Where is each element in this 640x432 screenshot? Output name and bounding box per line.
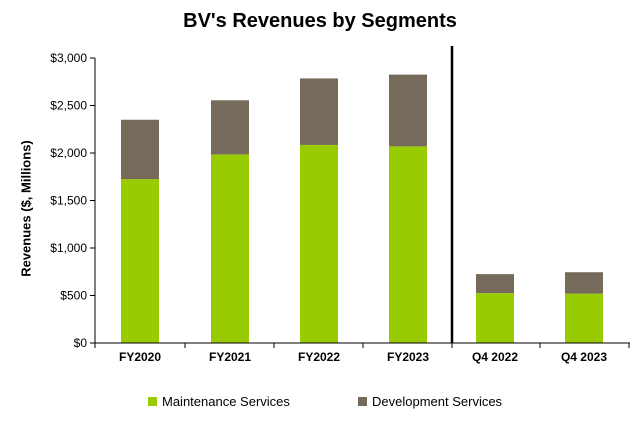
x-tick-label: Q4 2022 [472, 350, 518, 364]
chart-title: BV's Revenues by Segments [183, 10, 457, 32]
y-tick-label: $2,500 [50, 99, 87, 113]
legend-swatch-maintenance [148, 397, 157, 406]
y-tick-label: $3,000 [50, 51, 87, 65]
axes-group [94, 46, 630, 344]
x-tick-label: FY2020 [119, 350, 161, 364]
bar-development-fy2023 [389, 74, 427, 147]
bar-development-q4-2023 [565, 272, 603, 294]
x-tick-label: FY2023 [387, 350, 429, 364]
legend-item-development: Development Services [358, 394, 502, 409]
y-tick-label: $500 [60, 289, 87, 303]
x-tick-label: Q4 2023 [561, 350, 607, 364]
bar-development-fy2022 [300, 78, 338, 145]
bar-development-fy2021 [211, 100, 249, 155]
y-tick-label: $1,500 [50, 194, 87, 208]
legend-label-development: Development Services [372, 394, 503, 409]
bars-group [121, 74, 603, 343]
bar-maintenance-q4-2022 [476, 293, 514, 343]
legend-swatch-development [358, 397, 367, 406]
legend: Maintenance Services Development Service… [0, 394, 640, 410]
bar-maintenance-fy2022 [300, 144, 338, 343]
bar-development-fy2020 [121, 119, 159, 180]
y-ticks-group: $0 $500 $1,000 $1,500 $2,000 $2,500 $3,000 [50, 51, 95, 350]
x-ticks-group: FY2020 FY2021 FY2022 FY2023 Q4 2022 Q4 2023 [94, 343, 630, 364]
y-tick-label: $1,000 [50, 241, 87, 255]
bar-maintenance-fy2021 [211, 154, 249, 343]
bar-maintenance-fy2020 [121, 179, 159, 343]
x-tick-label: FY2022 [298, 350, 340, 364]
y-tick-label: $2,000 [50, 146, 87, 160]
x-tick-label: FY2021 [209, 350, 251, 364]
bar-development-q4-2022 [476, 274, 514, 294]
bar-maintenance-q4-2023 [565, 293, 603, 343]
y-tick-label: $0 [74, 336, 88, 350]
bar-maintenance-fy2023 [389, 146, 427, 343]
legend-item-maintenance: Maintenance Services [148, 394, 290, 409]
legend-label-maintenance: Maintenance Services [162, 394, 290, 409]
